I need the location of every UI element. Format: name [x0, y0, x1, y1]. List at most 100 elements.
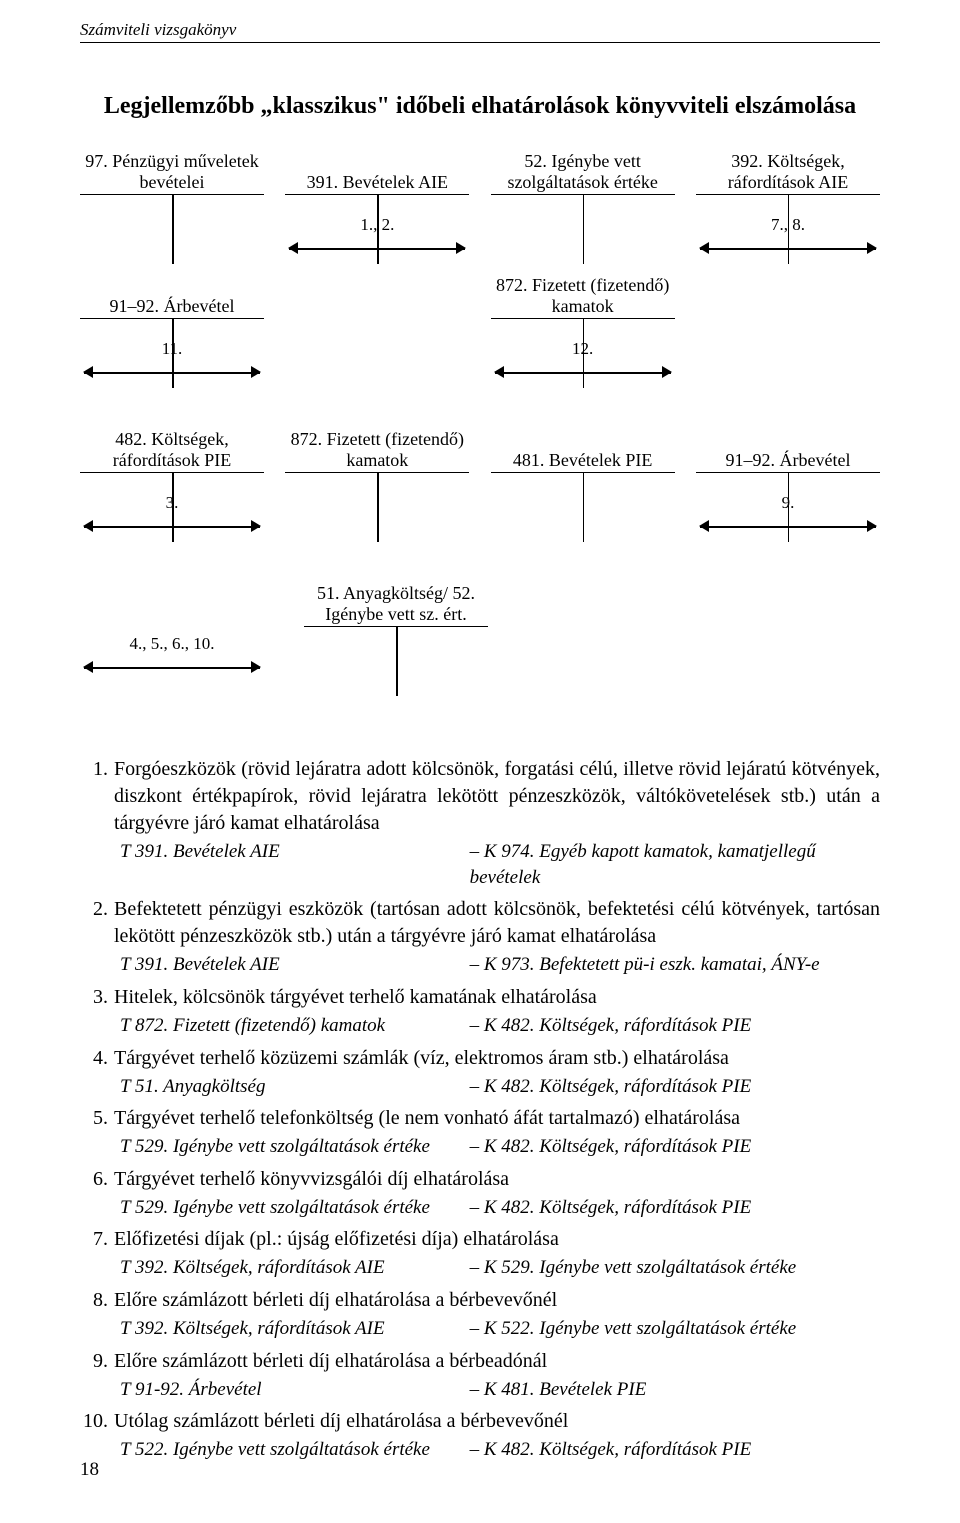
page-number: 18 — [80, 1459, 99, 1481]
arrow-label: 7., 8. — [700, 215, 876, 235]
t-account-label: 392. Költségek, ráfordítások AIE — [696, 150, 880, 194]
debit-side: T 391. Bevételek AIE — [120, 839, 470, 890]
t-account-label: 391. Bevételek AIE — [285, 150, 469, 194]
debit-side: T 392. Költségek, ráfordítások AIE — [120, 1255, 470, 1281]
booking-entry: T 529. Igénybe vett szolgáltatások érték… — [120, 1134, 880, 1160]
item-text: Forgóeszközök (rövid lejáratra adott köl… — [114, 756, 880, 837]
item-number: 2. — [80, 896, 114, 950]
t-account: 482. Költségek, ráfordítások PIE 3. — [80, 428, 264, 542]
credit-side: – K 482. Költségek, ráfordítások PIE — [470, 1437, 880, 1463]
credit-side: – K 481. Bevételek PIE — [470, 1377, 880, 1403]
t-account-label: 97. Pénzügyi műveletek bevételei — [80, 150, 264, 194]
item-number: 10. — [80, 1408, 114, 1435]
t-shape — [80, 194, 264, 264]
arrow-label: 9. — [700, 493, 876, 513]
list-item: 10.Utólag számlázott bérleti díj elhatár… — [80, 1408, 880, 1463]
booking-entry: T 872. Fizetett (fizetendő) kamatok– K 4… — [120, 1013, 880, 1039]
t-shape: 1., 2. — [285, 194, 469, 264]
diagram-block-2: 482. Költségek, ráfordítások PIE 3. 872. F… — [80, 428, 880, 542]
credit-side: – K 973. Befektetett pü-i eszk. kamatai,… — [470, 952, 880, 978]
t-shape — [285, 472, 469, 542]
t-shape: 3. — [80, 472, 264, 542]
list-item: 9.Előre számlázott bérleti díj elhatárol… — [80, 1348, 880, 1403]
t-account: 91–92. Árbevétel 9. — [696, 428, 880, 542]
debit-side: T 51. Anyagköltség — [120, 1074, 470, 1100]
item-number: 9. — [80, 1348, 114, 1375]
t-account-label — [80, 582, 264, 626]
credit-side: – K 482. Költségek, ráfordítások PIE — [470, 1074, 880, 1100]
page: Számviteli vizsgakönyv Legjellemzőbb „kl… — [0, 0, 960, 1499]
booking-entry: T 392. Költségek, ráfordítások AIE– K 52… — [120, 1316, 880, 1342]
t-account-label: 481. Bevételek PIE — [491, 428, 675, 472]
t-account: 51. Anyagköltség/ 52. Igénybe vett sz. é… — [304, 582, 488, 696]
t-shape: 7., 8. — [696, 194, 880, 264]
item-number: 5. — [80, 1105, 114, 1132]
double-arrow: 1., 2. — [289, 237, 465, 259]
diagram-block-3: 4., 5., 6., 10. 51. Anyagköltség/ 52. Igé… — [80, 582, 880, 696]
t-account-label: 52. Igénybe vett szolgáltatások értéke — [491, 150, 675, 194]
booking-entry: T 529. Igénybe vett szolgáltatások érték… — [120, 1195, 880, 1221]
list-item: 7.Előfizetési díjak (pl.: újság előfizet… — [80, 1226, 880, 1281]
list-item: 4.Tárgyévet terhelő közüzemi számlák (ví… — [80, 1045, 880, 1100]
t-shape: 9. — [696, 472, 880, 542]
double-arrow: 3. — [84, 515, 260, 537]
debit-side: T 391. Bevételek AIE — [120, 952, 470, 978]
diagram-block: 97. Pénzügyi műveletek bevételei 391. Bev… — [80, 150, 880, 388]
booking-entry: T 91-92. Árbevétel– K 481. Bevételek PIE — [120, 1377, 880, 1403]
item-number: 6. — [80, 1166, 114, 1193]
t-account: 872. Fizetett (fizetendő) kamatok — [285, 428, 469, 542]
credit-side: – K 522. Igénybe vett szolgáltatások ért… — [470, 1316, 880, 1342]
t-shape — [491, 194, 675, 264]
double-arrow: 4., 5., 6., 10. — [84, 656, 260, 678]
t-account: 481. Bevételek PIE — [491, 428, 675, 542]
item-number: 3. — [80, 984, 114, 1011]
item-number: 7. — [80, 1226, 114, 1253]
t-account: 391. Bevételek AIE 1., 2. — [285, 150, 469, 264]
list-item: 5.Tárgyévet terhelő telefonköltség (le n… — [80, 1105, 880, 1160]
arrow-label: 11. — [84, 339, 260, 359]
double-arrow: 12. — [495, 361, 671, 383]
booking-entry: T 391. Bevételek AIE– K 974. Egyéb kapot… — [120, 839, 880, 890]
t-account-label: 872. Fizetett (fizetendő) kamatok — [285, 428, 469, 472]
credit-side: – K 482. Költségek, ráfordítások PIE — [470, 1195, 880, 1221]
booking-entry: T 522. Igénybe vett szolgáltatások érték… — [120, 1437, 880, 1463]
t-account: 872. Fizetett (fizetendő) kamatok 12. — [491, 274, 675, 388]
t-account-label: 51. Anyagköltség/ 52. Igénybe vett sz. é… — [304, 582, 488, 626]
arrow-label: 1., 2. — [289, 215, 465, 235]
t-account: 97. Pénzügyi műveletek bevételei — [80, 150, 264, 264]
list-item: 3.Hitelek, kölcsönök tárgyévet terhelő k… — [80, 984, 880, 1039]
t-shape — [304, 626, 488, 696]
t-account: 4., 5., 6., 10. — [80, 582, 264, 696]
t-account-label: 482. Költségek, ráfordítások PIE — [80, 428, 264, 472]
debit-side: T 529. Igénybe vett szolgáltatások érték… — [120, 1195, 470, 1221]
t-account-label: 91–92. Árbevétel — [80, 274, 264, 318]
t-account-label: 872. Fizetett (fizetendő) kamatok — [491, 274, 675, 318]
credit-side: – K 482. Költségek, ráfordítások PIE — [470, 1134, 880, 1160]
t-account: 392. Költségek, ráfordítások AIE 7., 8. — [696, 150, 880, 264]
page-title: Legjellemzőbb „klasszikus" időbeli elhat… — [80, 93, 880, 120]
item-text: Előfizetési díjak (pl.: újság előfizetés… — [114, 1226, 880, 1253]
t-account-label: 91–92. Árbevétel — [696, 428, 880, 472]
t-shape: 12. — [491, 318, 675, 388]
double-arrow: 11. — [84, 361, 260, 383]
entry-list: 1.Forgóeszközök (rövid lejáratra adott k… — [80, 756, 880, 1463]
debit-side: T 529. Igénybe vett szolgáltatások érték… — [120, 1134, 470, 1160]
list-item: 8.Előre számlázott bérleti díj elhatárol… — [80, 1287, 880, 1342]
item-text: Utólag számlázott bérleti díj elhatárolá… — [114, 1408, 880, 1435]
arrow-label: 3. — [84, 493, 260, 513]
list-item: 2.Befektetett pénzügyi eszközök (tartósa… — [80, 896, 880, 978]
double-arrow: 7., 8. — [700, 237, 876, 259]
debit-side: T 392. Költségek, ráfordítások AIE — [120, 1316, 470, 1342]
debit-side: T 91-92. Árbevétel — [120, 1377, 470, 1403]
item-text: Tárgyévet terhelő telefonköltség (le nem… — [114, 1105, 880, 1132]
list-item: 6.Tárgyévet terhelő könyvvizsgálói díj e… — [80, 1166, 880, 1221]
arrow-label: 12. — [495, 339, 671, 359]
item-text: Hitelek, kölcsönök tárgyévet terhelő kam… — [114, 984, 880, 1011]
t-account: 52. Igénybe vett szolgáltatások értéke — [491, 150, 675, 264]
t-account: 91–92. Árbevétel 11. — [80, 274, 264, 388]
item-text: Előre számlázott bérleti díj elhatárolás… — [114, 1287, 880, 1314]
t-shape — [491, 472, 675, 542]
credit-side: – K 482. Költségek, ráfordítások PIE — [470, 1013, 880, 1039]
booking-entry: T 391. Bevételek AIE– K 973. Befektetett… — [120, 952, 880, 978]
item-number: 1. — [80, 756, 114, 837]
